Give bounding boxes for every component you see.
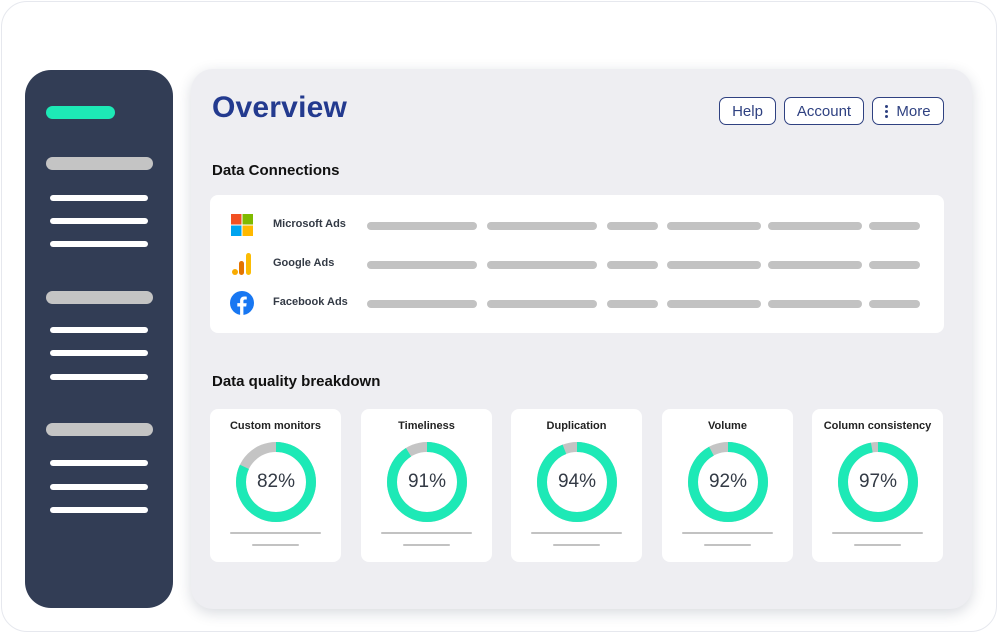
sidebar-item[interactable] [50, 218, 148, 224]
placeholder-line [682, 532, 773, 534]
sidebar-active-indicator[interactable] [46, 106, 115, 119]
placeholder-line [832, 532, 923, 534]
quality-value: 92% [708, 471, 748, 492]
sidebar [25, 70, 173, 608]
sidebar-group-header [46, 157, 153, 170]
quality-card-volume[interactable]: Volume 92% [662, 409, 793, 562]
quality-label: Custom monitors [229, 420, 322, 432]
donut-arc [236, 442, 316, 522]
quality-card-column-consistency[interactable]: Column consistency 97% [812, 409, 943, 562]
data-quality-title: Data quality breakdown [212, 373, 381, 390]
connection-row-google-ads[interactable]: Google Ads [210, 249, 944, 279]
placeholder-line [704, 544, 751, 546]
help-button[interactable]: Help [719, 97, 776, 125]
sidebar-item[interactable] [50, 327, 148, 333]
quality-card-timeliness[interactable]: Timeliness 91% [361, 409, 492, 562]
quality-label: Duplication [546, 420, 607, 432]
placeholder-bar [607, 261, 658, 269]
connection-name: Google Ads [273, 257, 335, 269]
quality-donut [236, 442, 316, 522]
placeholder-bar [768, 261, 862, 269]
placeholder-bar [869, 261, 920, 269]
placeholder-bar [367, 261, 477, 269]
quality-donut [387, 442, 467, 522]
more-button-label: More [896, 102, 931, 120]
quality-label: Volume [708, 420, 747, 432]
more-button[interactable]: More [872, 97, 944, 125]
quality-donut [537, 442, 617, 522]
placeholder-bar [667, 300, 761, 308]
placeholder-bar [667, 222, 761, 230]
page-title: Overview [212, 91, 348, 124]
main-panel: Overview Help Account More Data Connecti… [191, 69, 972, 609]
data-connections-title: Data Connections [212, 162, 340, 179]
placeholder-line [403, 544, 450, 546]
quality-donut [688, 442, 768, 522]
donut-arc [688, 442, 768, 522]
quality-donut [838, 442, 918, 522]
quality-card-duplication[interactable]: Duplication 94% [511, 409, 642, 562]
more-vertical-icon [885, 104, 889, 118]
sidebar-item[interactable] [50, 507, 148, 513]
placeholder-bar [869, 300, 920, 308]
donut-arc [838, 442, 918, 522]
sidebar-group-header [46, 423, 153, 436]
placeholder-line [553, 544, 600, 546]
donut-arc [537, 442, 617, 522]
quality-value: 94% [557, 471, 597, 492]
google-ads-icon [232, 253, 251, 275]
placeholder-bar [487, 300, 597, 308]
placeholder-bar [869, 222, 920, 230]
connection-row-facebook-ads[interactable]: Facebook Ads [210, 288, 944, 318]
facebook-icon [230, 291, 254, 315]
sidebar-item[interactable] [50, 350, 148, 356]
quality-label: Timeliness [398, 420, 455, 432]
account-button[interactable]: Account [784, 97, 864, 125]
placeholder-bar [607, 300, 658, 308]
sidebar-item[interactable] [50, 460, 148, 466]
quality-value: 97% [858, 471, 898, 492]
placeholder-bar [768, 222, 862, 230]
connection-row-microsoft-ads[interactable]: Microsoft Ads [210, 210, 944, 240]
sidebar-group-header [46, 291, 153, 304]
quality-value: 82% [256, 471, 296, 492]
placeholder-bar [667, 261, 761, 269]
sidebar-item[interactable] [50, 374, 148, 380]
data-connections-card: Microsoft Ads Google Ads [210, 195, 944, 333]
connection-name: Microsoft Ads [273, 218, 346, 230]
placeholder-line [230, 532, 321, 534]
placeholder-line [854, 544, 901, 546]
placeholder-bar [367, 300, 477, 308]
quality-card-custom-monitors[interactable]: Custom monitors 82% [210, 409, 341, 562]
sidebar-item[interactable] [50, 484, 148, 490]
connection-name: Facebook Ads [273, 296, 348, 308]
placeholder-bar [487, 261, 597, 269]
placeholder-bar [768, 300, 862, 308]
microsoft-icon [231, 214, 253, 236]
sidebar-item[interactable] [50, 241, 148, 247]
sidebar-item[interactable] [50, 195, 148, 201]
placeholder-line [531, 532, 622, 534]
donut-arc [387, 442, 467, 522]
placeholder-bar [367, 222, 477, 230]
quality-label: Column consistency [823, 420, 932, 432]
placeholder-bar [487, 222, 597, 230]
quality-value: 91% [407, 471, 447, 492]
placeholder-line [252, 544, 299, 546]
placeholder-line [381, 532, 472, 534]
placeholder-bar [607, 222, 658, 230]
